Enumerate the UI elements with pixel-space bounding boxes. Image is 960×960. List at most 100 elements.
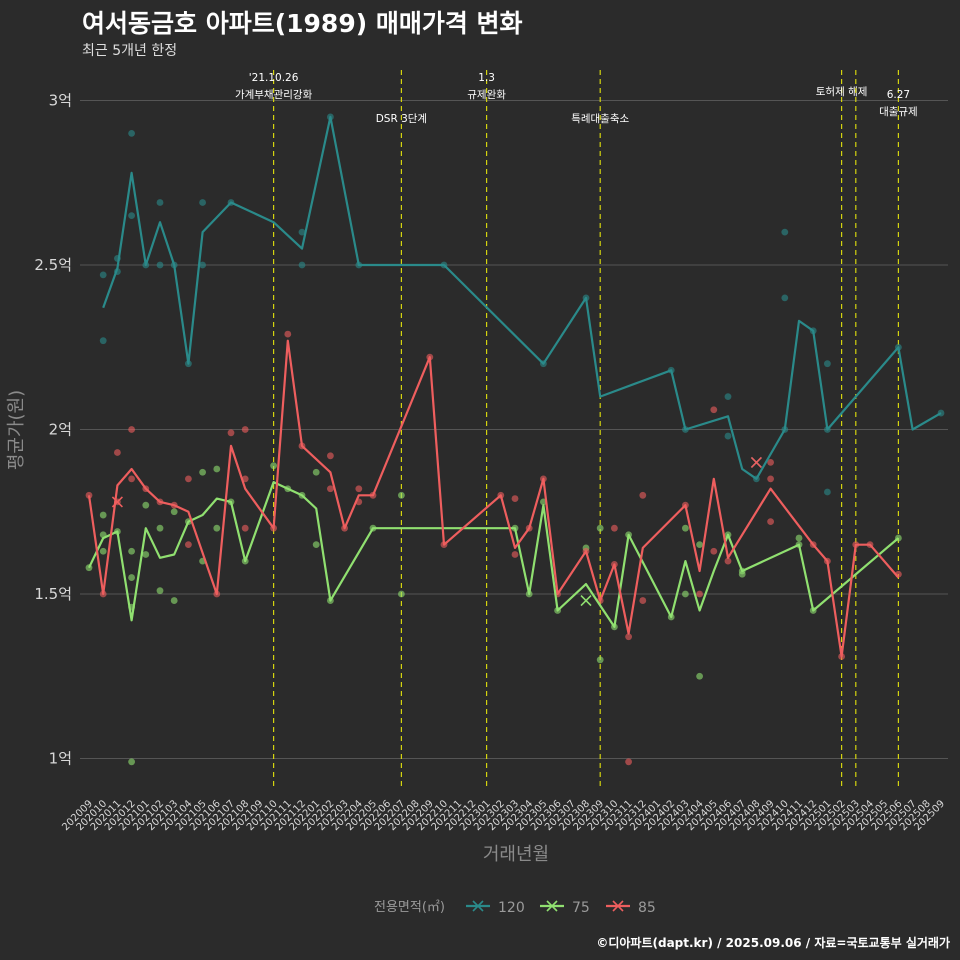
annotation-label: 대출규제 (879, 106, 918, 118)
data-point-75 (738, 570, 746, 578)
data-point-75 (99, 511, 107, 519)
data-point-120 (156, 261, 164, 269)
data-point-75 (156, 524, 164, 532)
series-line-75 (88, 481, 900, 629)
data-point-75 (156, 587, 164, 595)
data-point-85 (710, 547, 718, 555)
data-point-85 (724, 557, 732, 565)
chart-title: 여서동금호 아파트(1989) 매매가격 변화 (82, 9, 523, 38)
data-point-85 (639, 491, 647, 499)
data-point-75 (596, 656, 604, 664)
legend-item-85: 85 (606, 900, 656, 916)
annotation-label: 1.3 (478, 72, 495, 84)
annotation-label: 6.27 (887, 89, 910, 101)
legend-item-75: 75 (540, 900, 590, 916)
data-point-85 (611, 524, 618, 532)
y-tick-label: 1.5억 (34, 585, 72, 603)
legend-swatch-cross (546, 900, 558, 912)
data-point-75 (128, 547, 136, 555)
highlight-cross-85 (750, 456, 762, 468)
annotation-label: 토허제 해제 (816, 85, 868, 98)
data-point-75 (199, 468, 207, 476)
data-point-85 (767, 475, 774, 483)
legend-item-120: 120 (466, 900, 525, 916)
data-point-85 (241, 524, 249, 532)
annotation-label: 규제완화 (467, 88, 506, 101)
data-point-85 (185, 475, 192, 483)
data-point-120 (298, 261, 306, 269)
data-point-75 (128, 574, 136, 581)
data-point-120 (724, 393, 732, 400)
data-point-120 (199, 261, 207, 269)
data-point-75 (213, 524, 221, 532)
y-tick-label: 2억 (49, 421, 72, 439)
data-point-85 (511, 551, 519, 558)
chart-subtitle: 최근 5개년 한정 (82, 43, 178, 59)
data-point-85 (128, 475, 136, 483)
legend-swatch-cross (612, 900, 624, 912)
legend: 전용면적(㎡) 120 75 85 (374, 900, 656, 916)
legend-label: 85 (638, 900, 656, 916)
data-point-85 (639, 597, 647, 604)
data-point-120 (781, 228, 789, 236)
data-point-75 (398, 590, 405, 598)
x-axis-title: 거래년월 (483, 844, 549, 865)
data-point-85 (327, 452, 334, 460)
data-point-120 (824, 488, 831, 496)
legend-label: 120 (498, 900, 525, 916)
data-point-120 (156, 199, 164, 206)
data-point-85 (625, 633, 632, 641)
y-axis-title: 평균가(원) (6, 390, 27, 470)
legend-swatch-cross (472, 900, 484, 912)
source-credit: ©디아파트(dapt.kr) / 2025.09.06 / 자료=국토교통부 실… (596, 936, 950, 950)
cross-stroke (580, 595, 592, 607)
data-point-85 (284, 330, 292, 338)
data-point-75 (682, 590, 689, 598)
x-axis-ticks: 2020092020102020112020122021012021022021… (60, 798, 947, 833)
data-point-85 (227, 429, 235, 437)
y-tick-label: 1억 (49, 750, 72, 768)
data-point-120 (824, 360, 831, 368)
transaction-points (85, 113, 945, 766)
data-point-75 (312, 468, 320, 476)
data-point-85 (511, 495, 519, 502)
data-point-75 (270, 462, 277, 470)
data-point-75 (170, 597, 178, 604)
annotation-label: 특례대출축소 (571, 113, 629, 125)
y-tick-label: 3억 (49, 92, 72, 110)
data-point-75 (142, 551, 150, 558)
annotation-label: DSR 3단계 (376, 113, 427, 125)
cross-stroke (750, 456, 762, 468)
data-point-120 (99, 271, 107, 279)
highlight-crosses (111, 456, 762, 607)
data-point-120 (128, 130, 136, 137)
highlight-cross-75 (580, 595, 592, 607)
data-point-75 (99, 547, 107, 555)
legend-label: 75 (572, 900, 590, 916)
average-price-lines (87, 115, 942, 658)
data-point-75 (142, 501, 150, 509)
data-point-85 (710, 406, 718, 414)
data-point-85 (128, 426, 136, 433)
highlight-cross-85 (111, 496, 123, 508)
data-point-85 (355, 485, 363, 493)
data-point-120 (781, 294, 789, 302)
data-point-75 (170, 508, 178, 516)
data-point-120 (128, 212, 136, 220)
data-point-120 (99, 337, 107, 345)
data-point-75 (696, 672, 703, 680)
legend-title: 전용면적(㎡) (374, 900, 445, 915)
data-point-120 (298, 228, 306, 236)
series-line-85 (87, 339, 900, 658)
data-point-85 (625, 758, 632, 766)
data-point-75 (398, 491, 405, 499)
grid (80, 100, 948, 759)
data-point-120 (724, 432, 732, 440)
annotation-label: '21.10.26 (249, 72, 299, 84)
series-line-120 (102, 115, 942, 480)
data-point-85 (185, 541, 192, 549)
data-point-85 (696, 590, 703, 598)
data-point-85 (327, 485, 334, 493)
